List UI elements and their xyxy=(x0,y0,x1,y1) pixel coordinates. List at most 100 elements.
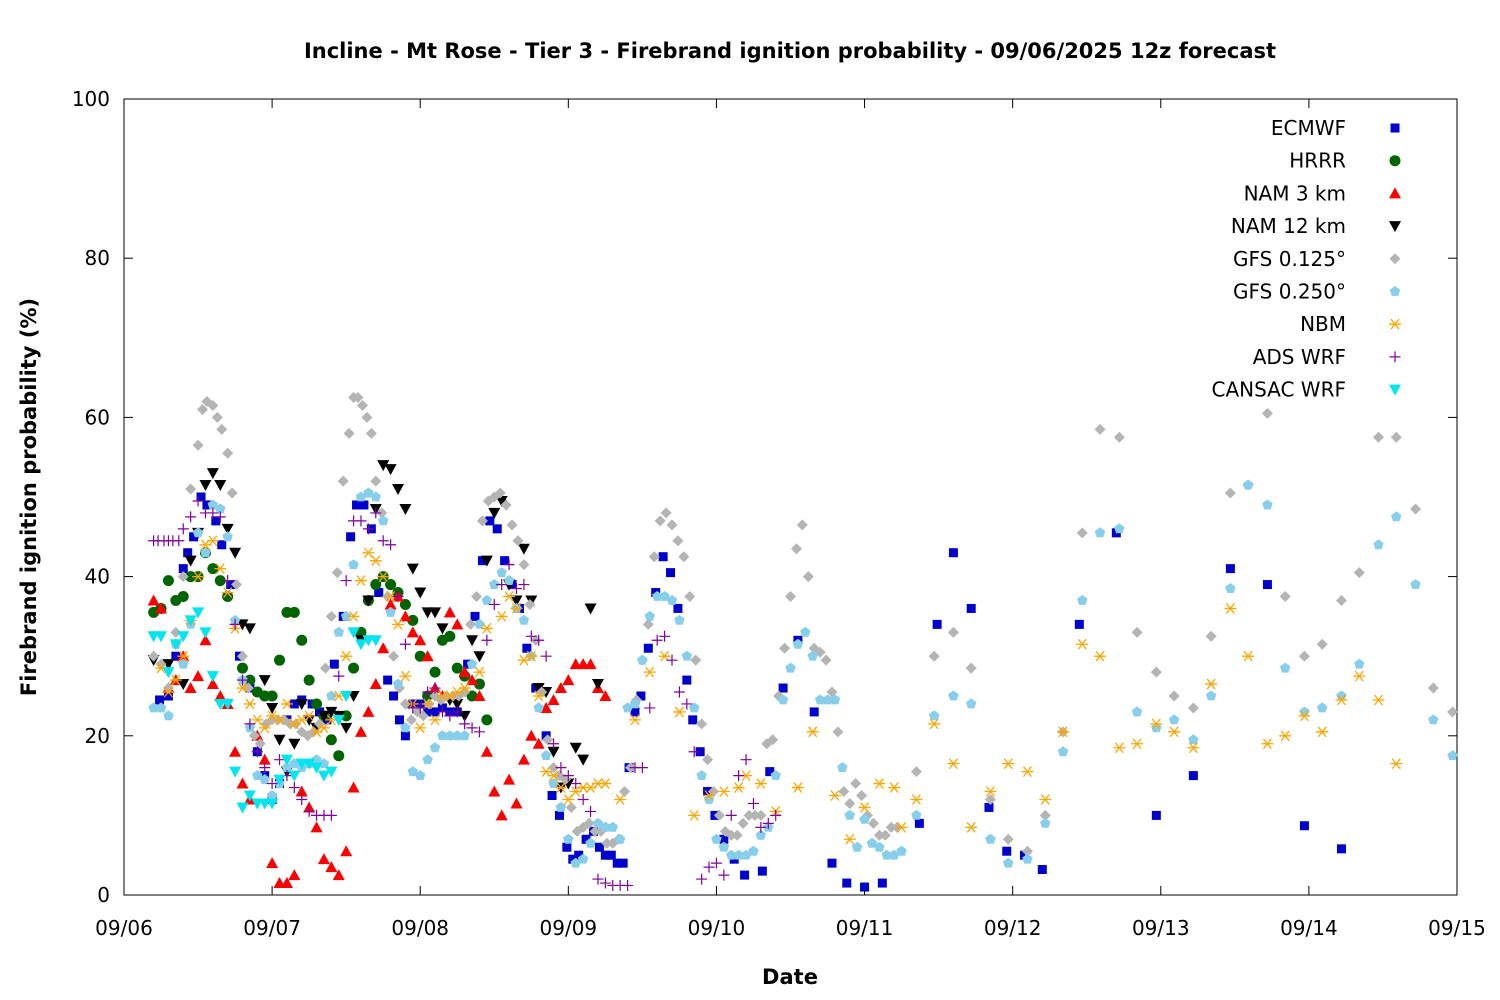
data-point-nam-3-km xyxy=(584,658,597,670)
data-point-nbm xyxy=(947,758,960,770)
data-point-gfs-0-250 xyxy=(659,591,670,601)
data-point-ads-wrf xyxy=(377,535,389,547)
data-point-gfs-0-250 xyxy=(370,491,381,502)
data-point-hrrr xyxy=(385,579,397,591)
data-point-ecmwf xyxy=(877,878,887,888)
data-point-ads-wrf xyxy=(503,559,515,571)
data-point-gfs-0-125 xyxy=(873,829,885,841)
data-point-gfs-0-125 xyxy=(965,662,977,674)
data-point-nbm xyxy=(858,802,871,813)
data-point-gfs-0-125 xyxy=(654,515,666,527)
legend-marker-nam-3-km xyxy=(1389,187,1401,199)
data-point-nam-12-km xyxy=(488,507,501,519)
data-point-gfs-0-125 xyxy=(196,403,208,415)
data-point-nbm xyxy=(1131,738,1144,750)
data-point-ecmwf xyxy=(352,500,362,510)
data-point-gfs-0-250 xyxy=(355,491,367,502)
legend-marker-ecmwf xyxy=(1390,123,1400,133)
data-point-ecmwf xyxy=(1002,846,1012,856)
data-point-ecmwf xyxy=(485,516,495,526)
data-point-ads-wrf xyxy=(718,869,730,881)
data-point-nam-12-km xyxy=(392,484,405,496)
legend-marker-gfs-0-125 xyxy=(1389,253,1401,265)
data-point-gfs-0-250 xyxy=(792,638,804,649)
data-point-gfs-0-250 xyxy=(911,809,922,820)
data-point-ecmwf xyxy=(666,568,676,578)
data-point-ads-wrf xyxy=(673,686,685,698)
data-point-ecmwf xyxy=(562,842,572,852)
data-point-cansac-wrf xyxy=(280,754,293,766)
data-point-cansac-wrf xyxy=(354,639,367,651)
data-point-nbm xyxy=(1224,603,1237,614)
data-point-nbm xyxy=(317,722,330,734)
data-point-gfs-0-250 xyxy=(1168,714,1180,725)
data-point-nbm xyxy=(873,778,886,789)
data-point-nbm xyxy=(1205,678,1218,690)
data-point-gfs-0-250 xyxy=(1114,523,1125,534)
data-point-gfs-0-250 xyxy=(192,527,204,538)
data-point-ecmwf xyxy=(688,715,698,725)
data-point-nam-3-km xyxy=(369,678,382,690)
data-point-hrrr xyxy=(222,591,234,602)
data-point-nam-12-km xyxy=(436,623,449,635)
data-point-nbm xyxy=(1335,694,1348,706)
data-point-ads-wrf xyxy=(444,710,456,722)
data-point-nam-3-km xyxy=(229,745,242,757)
data-point-nbm xyxy=(421,698,434,710)
data-point-hrrr xyxy=(177,591,189,602)
data-point-nbm xyxy=(347,610,360,622)
data-point-ads-wrf xyxy=(362,523,374,535)
data-point-gfs-0-250 xyxy=(415,770,426,780)
data-point-gfs-0-250 xyxy=(1280,662,1291,673)
data-point-nbm xyxy=(236,682,249,694)
data-point-gfs-0-125 xyxy=(500,499,512,511)
data-point-nam-3-km xyxy=(473,690,486,701)
data-point-ads-wrf xyxy=(229,618,241,630)
data-point-ads-wrf xyxy=(185,511,197,523)
data-point-ecmwf xyxy=(289,699,299,709)
data-point-ads-wrf xyxy=(496,579,508,591)
data-point-ads-wrf xyxy=(392,591,404,602)
data-point-ecmwf xyxy=(477,556,487,566)
data-point-nam-12-km xyxy=(184,555,197,567)
data-point-ads-wrf xyxy=(325,809,337,821)
data-point-gfs-0-125 xyxy=(376,507,388,519)
legend-marker-cansac-wrf xyxy=(1389,384,1401,396)
data-point-nbm xyxy=(703,790,716,801)
data-point-ads-wrf xyxy=(173,535,185,547)
data-point-ecmwf xyxy=(630,707,640,717)
data-point-gfs-0-125 xyxy=(928,650,940,662)
data-point-cansac-wrf xyxy=(303,758,316,770)
data-point-gfs-0-125 xyxy=(1298,650,1310,662)
data-point-gfs-0-250 xyxy=(966,698,977,709)
data-point-gfs-0-250 xyxy=(333,626,344,637)
data-point-nam-3-km xyxy=(554,682,567,694)
data-point-nbm xyxy=(214,563,227,575)
data-point-ads-wrf xyxy=(636,762,648,774)
data-point-cansac-wrf xyxy=(266,798,279,810)
legend-label-nam-3-km: NAM 3 km xyxy=(1244,181,1346,205)
data-point-gfs-0-250 xyxy=(178,658,189,669)
data-point-hrrr xyxy=(162,575,174,587)
data-point-nam-12-km xyxy=(340,722,353,734)
legend-marker-hrrr xyxy=(1389,155,1401,167)
data-point-nam-3-km xyxy=(517,753,530,765)
data-point-gfs-0-125 xyxy=(148,650,160,662)
data-point-nam-3-km xyxy=(547,693,560,705)
data-point-ecmwf xyxy=(1336,844,1346,854)
data-point-gfs-0-125 xyxy=(796,519,808,531)
data-point-nbm xyxy=(525,650,538,662)
legend-label-gfs-0-250: GFS 0.250° xyxy=(1233,280,1346,304)
data-point-nam-3-km xyxy=(340,845,353,857)
data-point-gfs-0-250 xyxy=(1410,579,1421,589)
data-point-nbm xyxy=(688,809,701,821)
legend-marker-nbm xyxy=(1389,318,1401,330)
data-point-nam-12-km xyxy=(266,702,279,714)
data-point-gfs-0-125 xyxy=(583,817,595,829)
data-point-gfs-0-125 xyxy=(155,658,167,670)
data-point-gfs-0-250 xyxy=(1336,690,1347,701)
data-point-ads-wrf xyxy=(192,495,204,507)
data-point-ads-wrf xyxy=(688,746,700,758)
data-point-gfs-0-125 xyxy=(731,829,743,841)
data-point-cansac-wrf xyxy=(243,790,256,802)
